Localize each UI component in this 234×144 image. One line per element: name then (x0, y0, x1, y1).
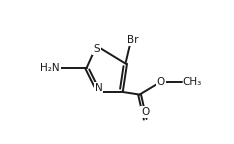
Text: O: O (141, 107, 149, 117)
Text: S: S (93, 44, 100, 54)
Text: N: N (95, 83, 102, 93)
Text: O: O (157, 77, 165, 87)
Text: Br: Br (128, 35, 139, 45)
Text: CH₃: CH₃ (183, 77, 202, 87)
Text: H₂N: H₂N (40, 63, 60, 73)
